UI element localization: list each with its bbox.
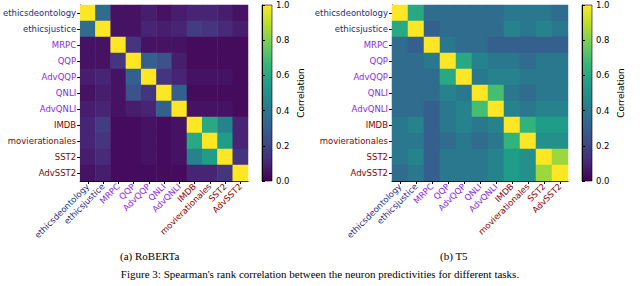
svg-text:0.2: 0.2 — [276, 141, 290, 151]
svg-text:MRPC: MRPC — [52, 40, 76, 50]
svg-text:1.0: 1.0 — [276, 0, 290, 10]
svg-text:ethicsdeontology: ethicsdeontology — [344, 181, 404, 241]
svg-text:IMDB: IMDB — [175, 181, 199, 205]
svg-text:Correlation: Correlation — [296, 68, 306, 118]
svg-text:AdvQQP: AdvQQP — [353, 72, 388, 82]
svg-text:SST2: SST2 — [367, 152, 388, 162]
svg-text:movierationales: movierationales — [476, 181, 531, 236]
svg-text:MRPC: MRPC — [411, 181, 436, 206]
svg-text:(b) T5: (b) T5 — [440, 250, 468, 263]
svg-text:movierationales: movierationales — [320, 136, 389, 146]
svg-text:QNLI: QNLI — [462, 181, 484, 203]
svg-text:0.4: 0.4 — [276, 106, 290, 116]
svg-text:AdvQNLI: AdvQNLI — [40, 104, 76, 114]
svg-text:ethicsjustice: ethicsjustice — [335, 24, 388, 34]
svg-text:MRPC: MRPC — [97, 181, 122, 206]
svg-text:AdvSST2: AdvSST2 — [39, 168, 76, 178]
svg-text:1.0: 1.0 — [596, 0, 610, 10]
svg-text:MRPC: MRPC — [364, 40, 388, 50]
svg-text:0.4: 0.4 — [596, 106, 610, 116]
svg-text:0.0: 0.0 — [596, 176, 610, 186]
svg-text:AdvQQP: AdvQQP — [120, 181, 153, 213]
svg-text:QNLI: QNLI — [56, 88, 76, 98]
svg-text:ethicsjustice: ethicsjustice — [375, 181, 420, 226]
svg-text:AdvQNLI: AdvQNLI — [150, 181, 183, 215]
svg-text:SST2: SST2 — [55, 152, 76, 162]
svg-text:ethicsjustice: ethicsjustice — [62, 181, 107, 226]
svg-text:QNLI: QNLI — [368, 88, 388, 98]
svg-text:0.8: 0.8 — [596, 35, 610, 45]
svg-text:Figure 3: Spearman's rank corr: Figure 3: Spearman's rank correlation be… — [121, 268, 520, 280]
svg-text:IMDB: IMDB — [492, 181, 516, 205]
svg-text:AdvSST2: AdvSST2 — [210, 181, 244, 215]
svg-text:AdvQQP: AdvQQP — [42, 72, 77, 82]
svg-text:0.8: 0.8 — [276, 35, 290, 45]
svg-text:(a) RoBERTa: (a) RoBERTa — [120, 250, 179, 263]
svg-text:movierationales: movierationales — [158, 181, 213, 236]
svg-text:AdvSST2: AdvSST2 — [351, 168, 388, 178]
svg-text:0.2: 0.2 — [596, 141, 610, 151]
svg-text:QNLI: QNLI — [146, 181, 168, 203]
svg-text:IMDB: IMDB — [54, 120, 76, 130]
svg-text:ethicsdeontology: ethicsdeontology — [3, 8, 76, 18]
svg-text:QQP: QQP — [431, 181, 452, 202]
svg-text:Correlation: Correlation — [616, 68, 626, 118]
svg-text:ethicsjustice: ethicsjustice — [23, 24, 76, 34]
svg-text:QQP: QQP — [369, 56, 388, 66]
svg-text:AdvQNLI: AdvQNLI — [466, 181, 500, 215]
svg-text:0.6: 0.6 — [276, 70, 290, 80]
svg-text:ethicsdeontology: ethicsdeontology — [315, 8, 388, 18]
svg-text:QQP: QQP — [116, 181, 138, 202]
svg-text:IMDB: IMDB — [366, 120, 388, 130]
svg-text:AdvQQP: AdvQQP — [436, 181, 468, 213]
svg-text:ethicsdeontology: ethicsdeontology — [32, 181, 92, 241]
svg-text:0.0: 0.0 — [276, 176, 290, 186]
svg-text:movierationales: movierationales — [8, 136, 77, 146]
svg-text:QQP: QQP — [58, 56, 77, 66]
svg-text:0.6: 0.6 — [596, 70, 610, 80]
svg-text:AdvQNLI: AdvQNLI — [352, 104, 388, 114]
svg-text:AdvSST2: AdvSST2 — [530, 181, 564, 215]
